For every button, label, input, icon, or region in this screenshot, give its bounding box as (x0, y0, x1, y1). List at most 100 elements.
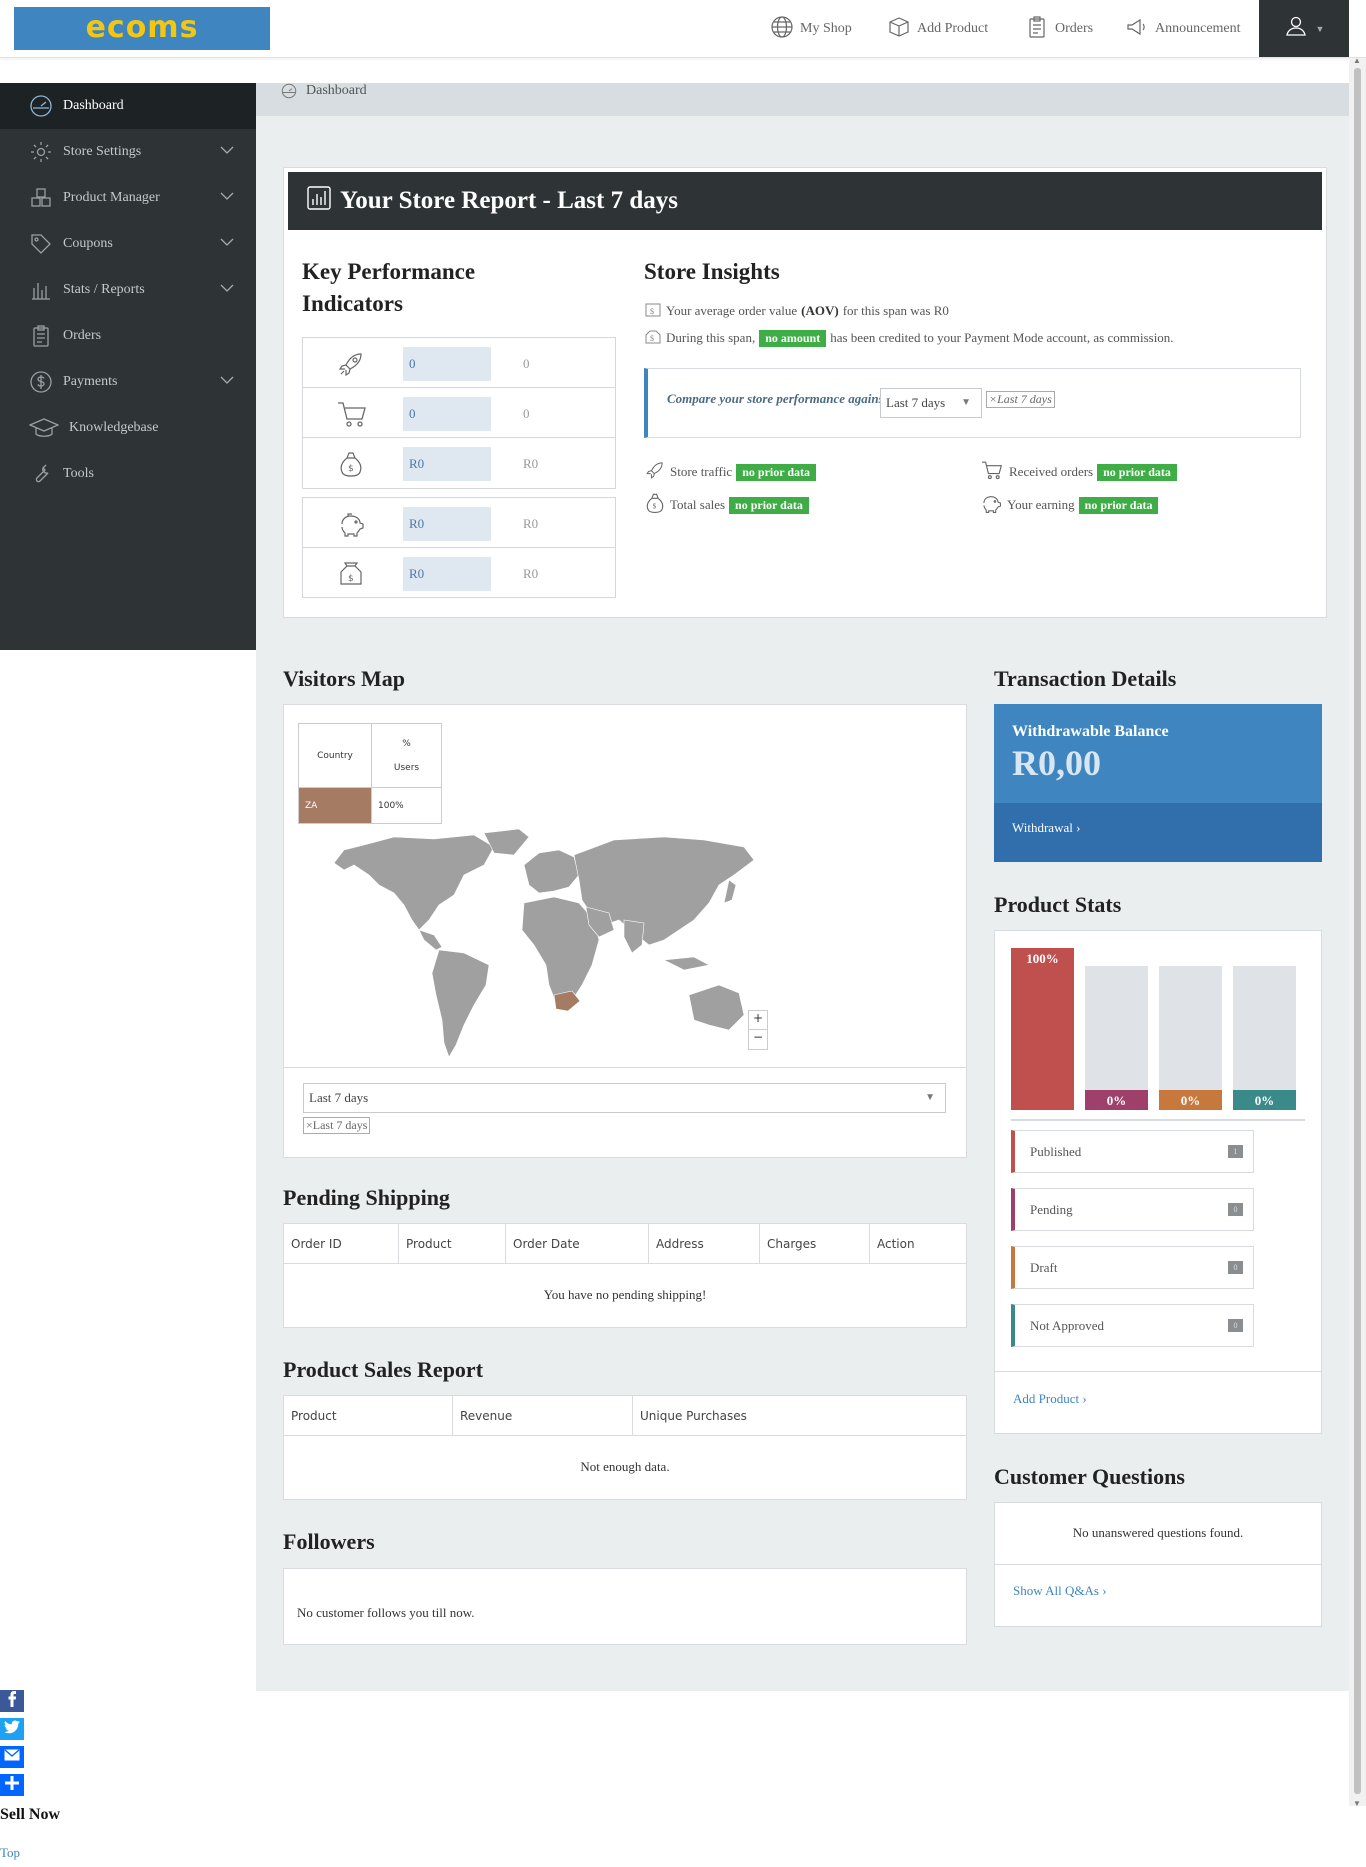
commission-insight: $ During this span, no amount has been c… (644, 327, 1174, 349)
facebook-share-button[interactable] (0, 1690, 24, 1712)
plus-icon (5, 1775, 19, 1795)
sidebar: Dashboard Store Settings Product Manager… (0, 83, 256, 650)
empty-message: You have no pending shipping! (543, 1287, 707, 1302)
zoom-out-button[interactable]: − (752, 1030, 764, 1044)
money-bag-icon: $ (644, 492, 666, 518)
table-header: Order ID Product Order Date Address Char… (284, 1224, 966, 1264)
legend-count: 0 (1228, 1319, 1243, 1332)
email-icon (4, 1748, 20, 1766)
email-share-button[interactable] (0, 1746, 24, 1768)
back-to-top-link[interactable]: Top (0, 1845, 21, 1860)
kpi-previous: R0 (523, 566, 539, 581)
sidebar-item-label: Dashboard (63, 98, 124, 113)
map-north-america (333, 834, 495, 931)
sidebar-item-label: Orders (63, 328, 102, 343)
sidebar-item-label: Stats / Reports (63, 282, 145, 297)
money-bag-icon: $ (644, 300, 662, 322)
kpi-table-earnings: R0 R0 $ R0 R0 (302, 497, 616, 598)
main-content: Dashboard Your Store Report - Last 7 day… (256, 83, 1349, 1691)
commission-text-post: has been credited to your Payment Mode a… (830, 330, 1174, 345)
page-scrollbar[interactable]: ▲ ▼ (1349, 56, 1366, 1808)
megaphone-icon (1125, 15, 1149, 44)
aov-text-pre: Your average order value (666, 303, 798, 318)
withdrawal-link[interactable]: Withdrawal › (1012, 820, 1081, 835)
svg-text:$: $ (348, 464, 354, 474)
nav-announcement[interactable]: Announcement (1125, 0, 1241, 58)
zoom-in-button[interactable]: + (749, 1011, 767, 1030)
sidebar-item-label: Store Settings (63, 144, 142, 159)
legend-count: 0 (1228, 1261, 1243, 1274)
sidebar-item-store-settings[interactable]: Store Settings (0, 129, 256, 175)
product-stat-fill (1011, 948, 1074, 1110)
sidebar-item-dashboard[interactable]: Dashboard (0, 83, 256, 129)
globe-icon (770, 15, 794, 44)
compare-period-value: Last 7 days (886, 395, 946, 410)
nav-orders[interactable]: Orders (1025, 0, 1093, 58)
your-earning-stat: Your earning no prior data (979, 492, 1159, 518)
twitter-share-button[interactable] (0, 1718, 24, 1740)
sidebar-item-product-manager[interactable]: Product Manager (0, 175, 256, 221)
svg-text:$: $ (348, 574, 354, 584)
kpi-row: R0 R0 (303, 498, 615, 548)
legend-published[interactable]: Published 1 (1011, 1130, 1254, 1173)
map-japan (723, 879, 737, 904)
nav-add-product[interactable]: Add Product (887, 0, 988, 58)
twitter-icon (4, 1720, 20, 1739)
map-period-select[interactable]: Last 7 days ▼ (303, 1083, 946, 1113)
map-period-chip[interactable]: ×Last 7 days (303, 1117, 371, 1134)
no-amount-badge: no amount (759, 329, 827, 347)
legend-label: Published (1030, 1144, 1082, 1159)
nav-announcement-label: Announcement (1155, 21, 1241, 36)
sidebar-item-tools[interactable]: Tools (0, 451, 256, 497)
product-sales-title: Product Sales Report (283, 1357, 484, 1382)
kpi-value: R0 (403, 447, 491, 481)
commission-text-pre: During this span, (666, 330, 756, 345)
compare-period-select[interactable]: Last 7 days ▼ (880, 388, 982, 418)
show-all-qa-link[interactable]: Show All Q&As › (1013, 1583, 1107, 1598)
more-share-button[interactable] (0, 1774, 24, 1796)
world-map[interactable] (324, 825, 764, 1075)
svg-text:$: $ (650, 334, 654, 343)
chevron-down-icon (220, 144, 234, 160)
store-report-header: Your Store Report - Last 7 days (288, 172, 1322, 230)
sidebar-item-orders[interactable]: Orders (0, 313, 256, 359)
product-stats-panel: 100% 0% 0% 0% Published 1 Pending 0 Draft 0… (994, 930, 1322, 1434)
sidebar-item-coupons[interactable]: Coupons (0, 221, 256, 267)
user-menu-button[interactable]: ▼ (1259, 0, 1349, 57)
sidebar-item-label: Product Manager (63, 190, 160, 205)
compare-period-chip[interactable]: ×Last 7 days (986, 391, 1055, 408)
legend-draft[interactable]: Draft 0 (1011, 1246, 1254, 1289)
sidebar-item-label: Tools (63, 466, 94, 481)
logo[interactable]: ecoms (14, 7, 270, 50)
piggy-bank-icon (337, 510, 365, 538)
legend-pending[interactable]: Pending 0 (1011, 1188, 1254, 1231)
map-south-america (431, 949, 490, 1058)
product-stat-fill (1159, 1090, 1222, 1110)
map-europe (523, 849, 580, 894)
sidebar-item-stats-reports[interactable]: Stats / Reports (0, 267, 256, 313)
nav-my-shop-label: My Shop (800, 21, 852, 36)
sidebar-item-knowledgebase[interactable]: Knowledgebase (0, 405, 256, 451)
legend-not-approved[interactable]: Not Approved 0 (1011, 1304, 1254, 1347)
received-orders-badge: no prior data (1097, 463, 1177, 481)
cubes-icon (29, 186, 53, 210)
tag-icon (29, 232, 53, 256)
sidebar-item-payments[interactable]: Payments (0, 359, 256, 405)
chevron-down-icon (220, 190, 234, 206)
svg-text:$: $ (650, 307, 654, 316)
legend-count: 0 (1228, 1203, 1243, 1216)
scroll-up-icon[interactable]: ▲ (1353, 56, 1361, 65)
map-greenland (483, 828, 530, 856)
kpi-previous: 0 (523, 356, 530, 371)
kpi-previous: 0 (523, 406, 530, 421)
kpi-value: 0 (403, 347, 491, 381)
pending-shipping-title: Pending Shipping (283, 1185, 450, 1210)
product-stat-label: 100% (1026, 951, 1059, 966)
add-product-link[interactable]: Add Product › (1013, 1391, 1087, 1406)
scrollbar-thumb[interactable] (1354, 68, 1361, 1794)
nav-my-shop[interactable]: My Shop (770, 0, 852, 58)
scroll-down-icon[interactable]: ▼ (1353, 1799, 1361, 1808)
map-zoom-controls: + − (748, 1010, 768, 1050)
transaction-title: Transaction Details (994, 666, 1177, 691)
legend-label: Draft (1030, 1260, 1058, 1275)
